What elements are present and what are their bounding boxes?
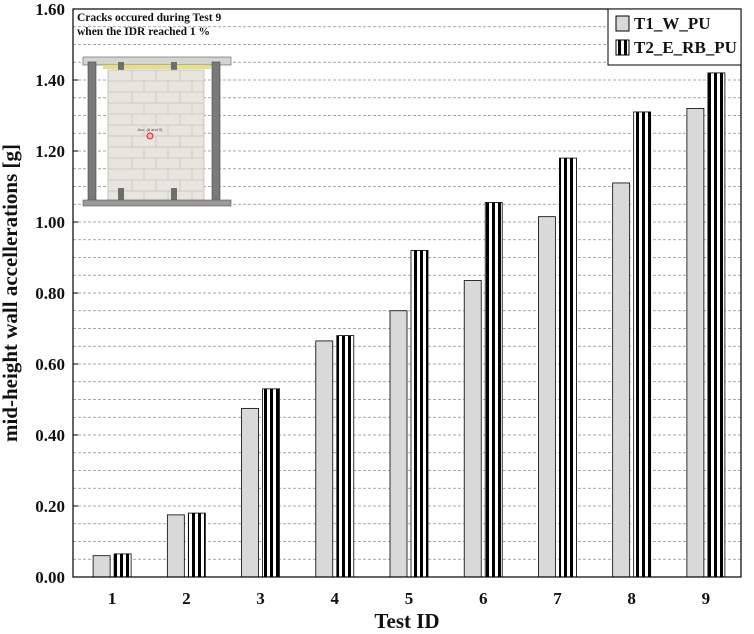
bar-series-2: [633, 111, 652, 578]
bar-series-1: [686, 108, 705, 578]
x-axis-title: Test ID: [374, 609, 439, 633]
bar-series-1: [315, 340, 334, 578]
legend: T1_W_PU T2_E_RB_PU: [607, 8, 742, 66]
bar-series-2: [262, 388, 280, 578]
x-tick-label: 2: [182, 589, 191, 608]
y-tick-label: 0.00: [35, 568, 65, 587]
legend-swatch-series-1: [615, 15, 630, 32]
x-tick-label: 5: [405, 589, 414, 608]
annotation-line-2: when the IDR reached 1 %: [77, 26, 210, 38]
bar-series-1: [612, 182, 631, 578]
inset-right-column: [211, 61, 221, 203]
bar-series-2: [410, 249, 429, 578]
y-tick-label: 0.60: [35, 355, 65, 374]
x-tick-labels: 1 2 3 4 5 6 7 8 9: [108, 589, 710, 608]
inset-sensor-label: Acc. (8 and 9): [138, 127, 164, 132]
bar-series-1: [241, 407, 259, 578]
bar-series-1: [166, 514, 185, 578]
bar-series-2: [559, 157, 577, 578]
x-tick-label: 9: [702, 589, 711, 608]
inset-yellow-strip: [103, 65, 211, 69]
legend-box: [607, 8, 742, 66]
inset-connector-3: [118, 188, 124, 202]
legend-label-series-1: T1_W_PU: [634, 14, 711, 33]
bar-series-2: [484, 202, 503, 578]
x-tick-label: 3: [256, 589, 265, 608]
y-tick-label: 0.20: [35, 497, 65, 516]
y-tick-label: 1.20: [35, 142, 65, 161]
x-tick-label: 1: [108, 589, 117, 608]
x-tick-label: 8: [627, 589, 636, 608]
bar-series-1: [538, 216, 556, 578]
inset-connector-4: [171, 188, 177, 202]
y-tick-label: 1.60: [35, 0, 65, 19]
y-tick-label: 0.80: [35, 284, 65, 303]
bar-series-1: [389, 310, 408, 578]
inset-base-beam: [82, 199, 232, 207]
y-tick-label: 1.00: [35, 213, 65, 232]
inset-accelerometer-marker: [146, 132, 154, 140]
y-tick-label: 0.40: [35, 426, 65, 445]
bar-series-2: [707, 72, 726, 578]
bar-series-2: [187, 512, 206, 578]
inset-wall-illustration: Acc. (8 and 9): [82, 56, 232, 207]
x-tick-label: 6: [479, 589, 488, 608]
bar-series-1: [463, 280, 482, 578]
y-axis-title: mid-height wall accellerations [g]: [0, 144, 22, 442]
inset-brick-lines: [108, 70, 204, 202]
legend-swatch-series-2: [615, 39, 630, 56]
x-tick-label: 7: [553, 589, 562, 608]
y-tick-labels: 0.00 0.20 0.40 0.60 0.80 1.00 1.20 1.40 1.60: [35, 0, 78, 587]
bar-series-1: [92, 555, 111, 578]
legend-label-series-2: T2_E_RB_PU: [634, 38, 737, 57]
bar-series-2: [336, 335, 355, 578]
y-tick-label: 1.40: [35, 71, 65, 90]
bar-series-2: [113, 553, 132, 578]
inset-left-column: [87, 61, 97, 203]
annotation-line-1: Cracks occured during Test 9: [77, 12, 221, 24]
crack-annotation: Cracks occured during Test 9 when the ID…: [77, 12, 221, 38]
x-tick-label: 4: [331, 589, 340, 608]
inset-top-beam: [82, 56, 232, 66]
